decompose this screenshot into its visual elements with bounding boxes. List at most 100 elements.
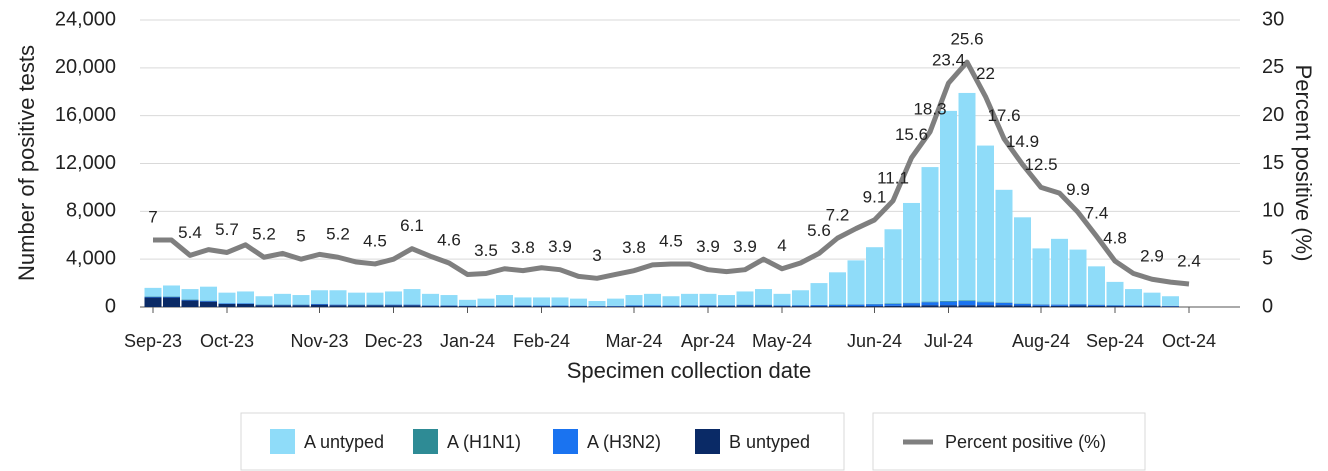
data-label: 4.6 <box>437 230 461 249</box>
bar <box>1051 305 1068 307</box>
x-tick-label: Feb-24 <box>513 331 570 351</box>
legend-label: Percent positive (%) <box>945 432 1106 452</box>
data-label: 3.9 <box>548 237 572 256</box>
bar <box>847 260 865 305</box>
bar <box>144 296 162 298</box>
bar <box>533 306 550 307</box>
y-tick-label: 4,000 <box>66 247 116 269</box>
bar <box>755 305 772 307</box>
x-tick-label: Sep-23 <box>124 331 182 351</box>
bar <box>736 304 754 306</box>
x-tick-label: Jun-24 <box>847 331 902 351</box>
legend-box <box>240 412 845 471</box>
bar <box>329 304 347 306</box>
bar <box>237 303 254 305</box>
bar <box>311 304 328 307</box>
bar <box>200 286 217 301</box>
bar <box>607 306 624 307</box>
y-axis-title: Number of positive tests <box>14 45 39 281</box>
bar <box>1143 292 1161 306</box>
bar <box>884 304 902 306</box>
bar <box>218 304 236 307</box>
bar <box>496 305 513 307</box>
bar <box>625 306 643 307</box>
data-label: 18.3 <box>913 99 946 118</box>
bar <box>459 306 476 307</box>
bar <box>977 305 994 307</box>
bar <box>921 301 939 303</box>
bar <box>810 306 828 307</box>
data-label: 17.6 <box>987 106 1020 125</box>
data-label: 3 <box>592 246 601 265</box>
bar <box>829 306 846 307</box>
bar <box>551 306 569 307</box>
y2-tick-label: 5 <box>1262 247 1273 269</box>
legend-label: A (H1N1) <box>447 432 521 452</box>
bar <box>940 110 957 301</box>
bar <box>921 305 939 307</box>
bar <box>440 295 458 306</box>
bar <box>329 305 347 307</box>
bar <box>829 304 846 307</box>
legend-swatch <box>413 429 438 454</box>
data-label: 4.5 <box>659 231 683 250</box>
y2-tick-label: 20 <box>1262 104 1284 126</box>
bar <box>1051 304 1068 306</box>
bar <box>644 293 661 306</box>
bar <box>144 297 162 307</box>
bar <box>940 305 957 307</box>
bar <box>1069 305 1087 307</box>
data-label: 6.1 <box>400 216 424 235</box>
legend-label: B untyped <box>729 432 810 452</box>
y2-axis-title: Percent positive (%) <box>1291 65 1316 262</box>
x-axis-title: Specimen collection date <box>567 358 812 383</box>
x-tick-label: Aug-24 <box>1012 331 1070 351</box>
bar <box>681 293 698 305</box>
bar <box>810 283 828 305</box>
bar <box>366 292 384 305</box>
data-label: 12.5 <box>1024 155 1057 174</box>
bar <box>699 305 717 306</box>
x-tick-label: Jan-24 <box>440 331 495 351</box>
bar <box>940 300 957 302</box>
data-label: 5.2 <box>326 225 350 244</box>
bar <box>144 287 162 297</box>
bar <box>662 296 680 306</box>
bar <box>718 305 735 307</box>
data-label: 5.7 <box>215 220 239 239</box>
bar <box>181 289 199 300</box>
data-label: 7 <box>148 208 157 227</box>
bar <box>995 302 1013 306</box>
bar <box>1032 304 1050 306</box>
data-label: 7.2 <box>826 206 850 225</box>
data-label: 3.8 <box>511 238 535 257</box>
legend-swatch <box>695 429 720 454</box>
bar <box>903 305 920 307</box>
bar <box>736 291 754 305</box>
bar <box>1162 296 1179 306</box>
data-label: 5.6 <box>807 221 831 240</box>
bar <box>477 306 495 307</box>
y2-tick-label: 15 <box>1262 152 1284 174</box>
data-label: 25.6 <box>950 30 983 49</box>
bar <box>1014 305 1031 307</box>
bar <box>1106 306 1124 307</box>
data-label: 23.4 <box>932 51 965 70</box>
x-tick-label: Mar-24 <box>605 331 662 351</box>
bar <box>1088 266 1105 305</box>
bar <box>958 300 976 302</box>
bar <box>311 304 328 305</box>
y2-tick-label: 25 <box>1262 56 1284 78</box>
bar <box>810 305 828 307</box>
bar <box>903 303 920 306</box>
bar <box>218 303 236 305</box>
bar <box>995 305 1013 307</box>
bar <box>1125 305 1142 307</box>
bar <box>255 296 273 305</box>
bar <box>866 247 883 304</box>
bar <box>644 306 661 307</box>
data-label: 3.9 <box>733 237 757 256</box>
data-label: 11.1 <box>877 168 909 187</box>
bar <box>218 292 236 304</box>
